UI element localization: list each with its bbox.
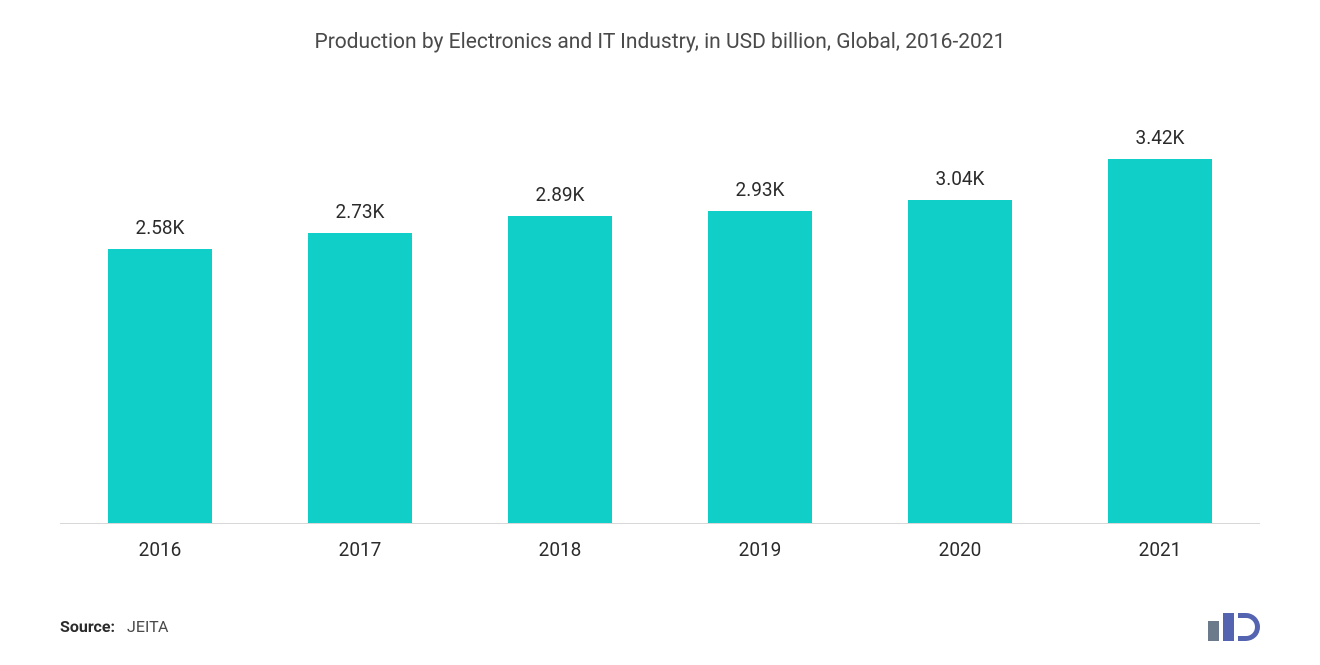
x-tick-label: 2019	[660, 538, 860, 561]
bar-value-label: 2.89K	[536, 183, 585, 206]
bar	[708, 211, 812, 523]
x-tick-label: 2020	[860, 538, 1060, 561]
chart-container: Production by Electronics and IT Industr…	[0, 0, 1320, 665]
x-tick-label: 2021	[1060, 538, 1260, 561]
bar-value-label: 2.93K	[736, 178, 785, 201]
bar	[308, 233, 412, 523]
brand-logo	[1208, 611, 1260, 641]
bar	[108, 249, 212, 523]
bar-group: 2.73K	[260, 104, 460, 523]
source-line: Source: JEITA	[60, 617, 168, 636]
bar-value-label: 2.58K	[136, 216, 185, 239]
bar-group: 2.93K	[660, 104, 860, 523]
x-tick-label: 2016	[60, 538, 260, 561]
bar-value-label: 2.73K	[336, 200, 385, 223]
chart-footer: Source: JEITA	[60, 611, 1260, 641]
logo-bar-icon	[1223, 613, 1234, 641]
logo-arc-icon	[1238, 613, 1260, 641]
bar-group: 2.89K	[460, 104, 660, 523]
source-label: Source:	[60, 617, 115, 636]
x-tick-label: 2018	[460, 538, 660, 561]
source-value: JEITA	[127, 617, 168, 636]
bar	[508, 216, 612, 523]
bar-value-label: 3.42K	[1136, 126, 1185, 149]
bar	[1108, 159, 1212, 523]
bar-group: 3.42K	[1060, 104, 1260, 523]
x-tick-label: 2017	[260, 538, 460, 561]
x-axis: 201620172018201920202021	[60, 538, 1260, 561]
bar-value-label: 3.04K	[936, 167, 985, 190]
bar-group: 3.04K	[860, 104, 1060, 523]
plot-area: 2.58K 2.73K 2.89K 2.93K 3.04K 3.42K	[60, 104, 1260, 524]
chart-title: Production by Electronics and IT Industr…	[60, 30, 1260, 54]
logo-bar-icon	[1208, 621, 1219, 641]
bar-group: 2.58K	[60, 104, 260, 523]
bar	[908, 200, 1012, 523]
